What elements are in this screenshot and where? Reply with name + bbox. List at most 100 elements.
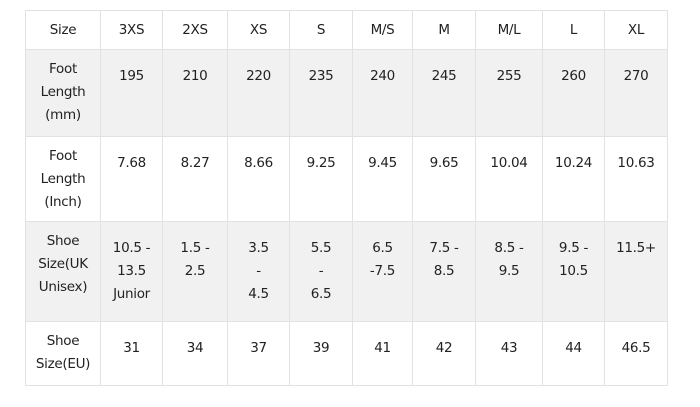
- cell: 39: [289, 321, 353, 386]
- row-label: Shoe Size(EU): [25, 321, 101, 386]
- cell: 235: [289, 49, 353, 137]
- cell: 240: [352, 49, 413, 137]
- cell: 1.5 - 2.5: [162, 221, 228, 322]
- cell: 44: [542, 321, 605, 386]
- cell-line: 255: [496, 68, 522, 84]
- row-label: Foot Length (Inch): [25, 136, 101, 222]
- cell-line: 9.65: [429, 155, 459, 171]
- header-cell: M/L: [475, 10, 543, 50]
- cell: 9.65: [412, 136, 476, 222]
- cell-line: 34: [186, 340, 204, 356]
- header-cell: L: [542, 10, 605, 50]
- cell-line: 195: [119, 68, 144, 84]
- table-row: Foot Length (mm) 195 210 220 235 240 245 255 260 27…: [25, 49, 668, 137]
- cell-line: 7.5 -: [429, 240, 459, 256]
- cell-line: 42: [435, 340, 453, 356]
- cell: 9.45: [352, 136, 413, 222]
- cell-line: 11.5+: [616, 240, 656, 256]
- cell-line: 9.25: [306, 155, 336, 171]
- cell-line: (Inch): [44, 194, 82, 210]
- cell-line: Junior: [113, 286, 150, 302]
- cell-line: 39: [312, 340, 330, 356]
- cell-line: -7.5: [369, 263, 396, 279]
- cell-line: 44: [565, 340, 582, 356]
- cell: 34: [162, 321, 228, 386]
- cell-line: 3.5: [248, 240, 269, 256]
- table-row: Foot Length (Inch) 7.68 8.27 8.66 9.25 9.45 9.65…: [25, 136, 668, 222]
- cell-line: 8.5 -: [494, 240, 524, 256]
- cell-line: 37: [250, 340, 267, 356]
- cell: 8.27: [162, 136, 228, 222]
- cell-line: 245: [431, 68, 457, 84]
- cell-line: 9.45: [368, 155, 397, 171]
- row-label: Foot Length (mm): [25, 49, 101, 137]
- cell: 10.04: [475, 136, 543, 222]
- cell: 7.5 - 8.5: [412, 221, 476, 322]
- table-row: Shoe Size(UK Unisex) 10.5 - 13.5 Junior 1.5 - 2…: [25, 221, 668, 322]
- cell-line: 46.5: [621, 340, 651, 356]
- cell-line: Shoe: [46, 333, 80, 349]
- cell-line: -: [256, 263, 261, 279]
- cell: 5.5 - 6.5: [289, 221, 353, 322]
- cell-line: Size(EU): [35, 356, 91, 372]
- cell: 11.5+: [604, 221, 668, 322]
- cell-line: -: [318, 263, 324, 279]
- cell-line: 6.5: [310, 286, 332, 302]
- cell-line: Length: [40, 171, 86, 187]
- cell-line: 5.5: [310, 240, 332, 256]
- cell-line: 13.5: [117, 263, 146, 279]
- header-row: Size 3XS 2XS XS S M/S M M/L L XL: [25, 10, 668, 50]
- cell-line: Foot: [49, 61, 77, 77]
- cell-line: 10.5: [559, 263, 588, 279]
- cell-line: 2.5: [184, 263, 206, 279]
- header-cell: S: [289, 10, 353, 50]
- cell-line: (mm): [45, 107, 81, 123]
- cell: 210: [162, 49, 228, 137]
- cell-line: 1.5 -: [180, 240, 210, 256]
- cell: 42: [412, 321, 476, 386]
- cell-line: 9.5: [498, 263, 520, 279]
- cell-line: 8.27: [180, 155, 210, 171]
- cell-line: 10.04: [490, 155, 528, 171]
- header-cell: 3XS: [100, 10, 163, 50]
- size-table: Size 3XS 2XS XS S M/S M M/L L XL Foot Length (mm) 19…: [25, 10, 668, 386]
- cell: 10.24: [542, 136, 605, 222]
- cell-line: 9.5 -: [558, 240, 589, 256]
- cell-line: 7.68: [117, 155, 146, 171]
- cell-line: 41: [374, 340, 391, 356]
- cell-line: 10.24: [554, 155, 593, 171]
- cell: 255: [475, 49, 543, 137]
- table-body: Foot Length (mm) 195 210 220 235 240 245 255 260 27…: [25, 49, 668, 386]
- cell-line: 43: [500, 340, 518, 356]
- cell-line: Unisex): [38, 279, 88, 295]
- cell: 31: [100, 321, 163, 386]
- cell-line: 240: [370, 68, 395, 84]
- header-cell: M: [412, 10, 476, 50]
- cell: 245: [412, 49, 476, 137]
- cell: 3.5 - 4.5: [227, 221, 290, 322]
- cell-line: 6.5: [372, 240, 393, 256]
- cell: 43: [475, 321, 543, 386]
- cell-line: 10.63: [617, 155, 655, 171]
- header-cell: XL: [604, 10, 668, 50]
- cell: 37: [227, 321, 290, 386]
- cell: 195: [100, 49, 163, 137]
- header-cell: M/S: [352, 10, 413, 50]
- cell-line: 220: [246, 68, 271, 84]
- cell: 220: [227, 49, 290, 137]
- cell-line: 235: [308, 68, 334, 84]
- cell: 9.5 - 10.5: [542, 221, 605, 322]
- cell: 6.5 -7.5: [352, 221, 413, 322]
- cell: 10.5 - 13.5 Junior: [100, 221, 163, 322]
- cell-line: 10.5 -: [112, 240, 151, 256]
- cell: 8.5 - 9.5: [475, 221, 543, 322]
- header-cell: 2XS: [162, 10, 228, 50]
- cell: 10.63: [604, 136, 668, 222]
- cell: 41: [352, 321, 413, 386]
- header-cell: Size: [25, 10, 101, 50]
- cell-line: 4.5: [248, 286, 269, 302]
- cell-line: 31: [123, 340, 140, 356]
- cell-line: 8.66: [244, 155, 273, 171]
- header-cell: XS: [227, 10, 290, 50]
